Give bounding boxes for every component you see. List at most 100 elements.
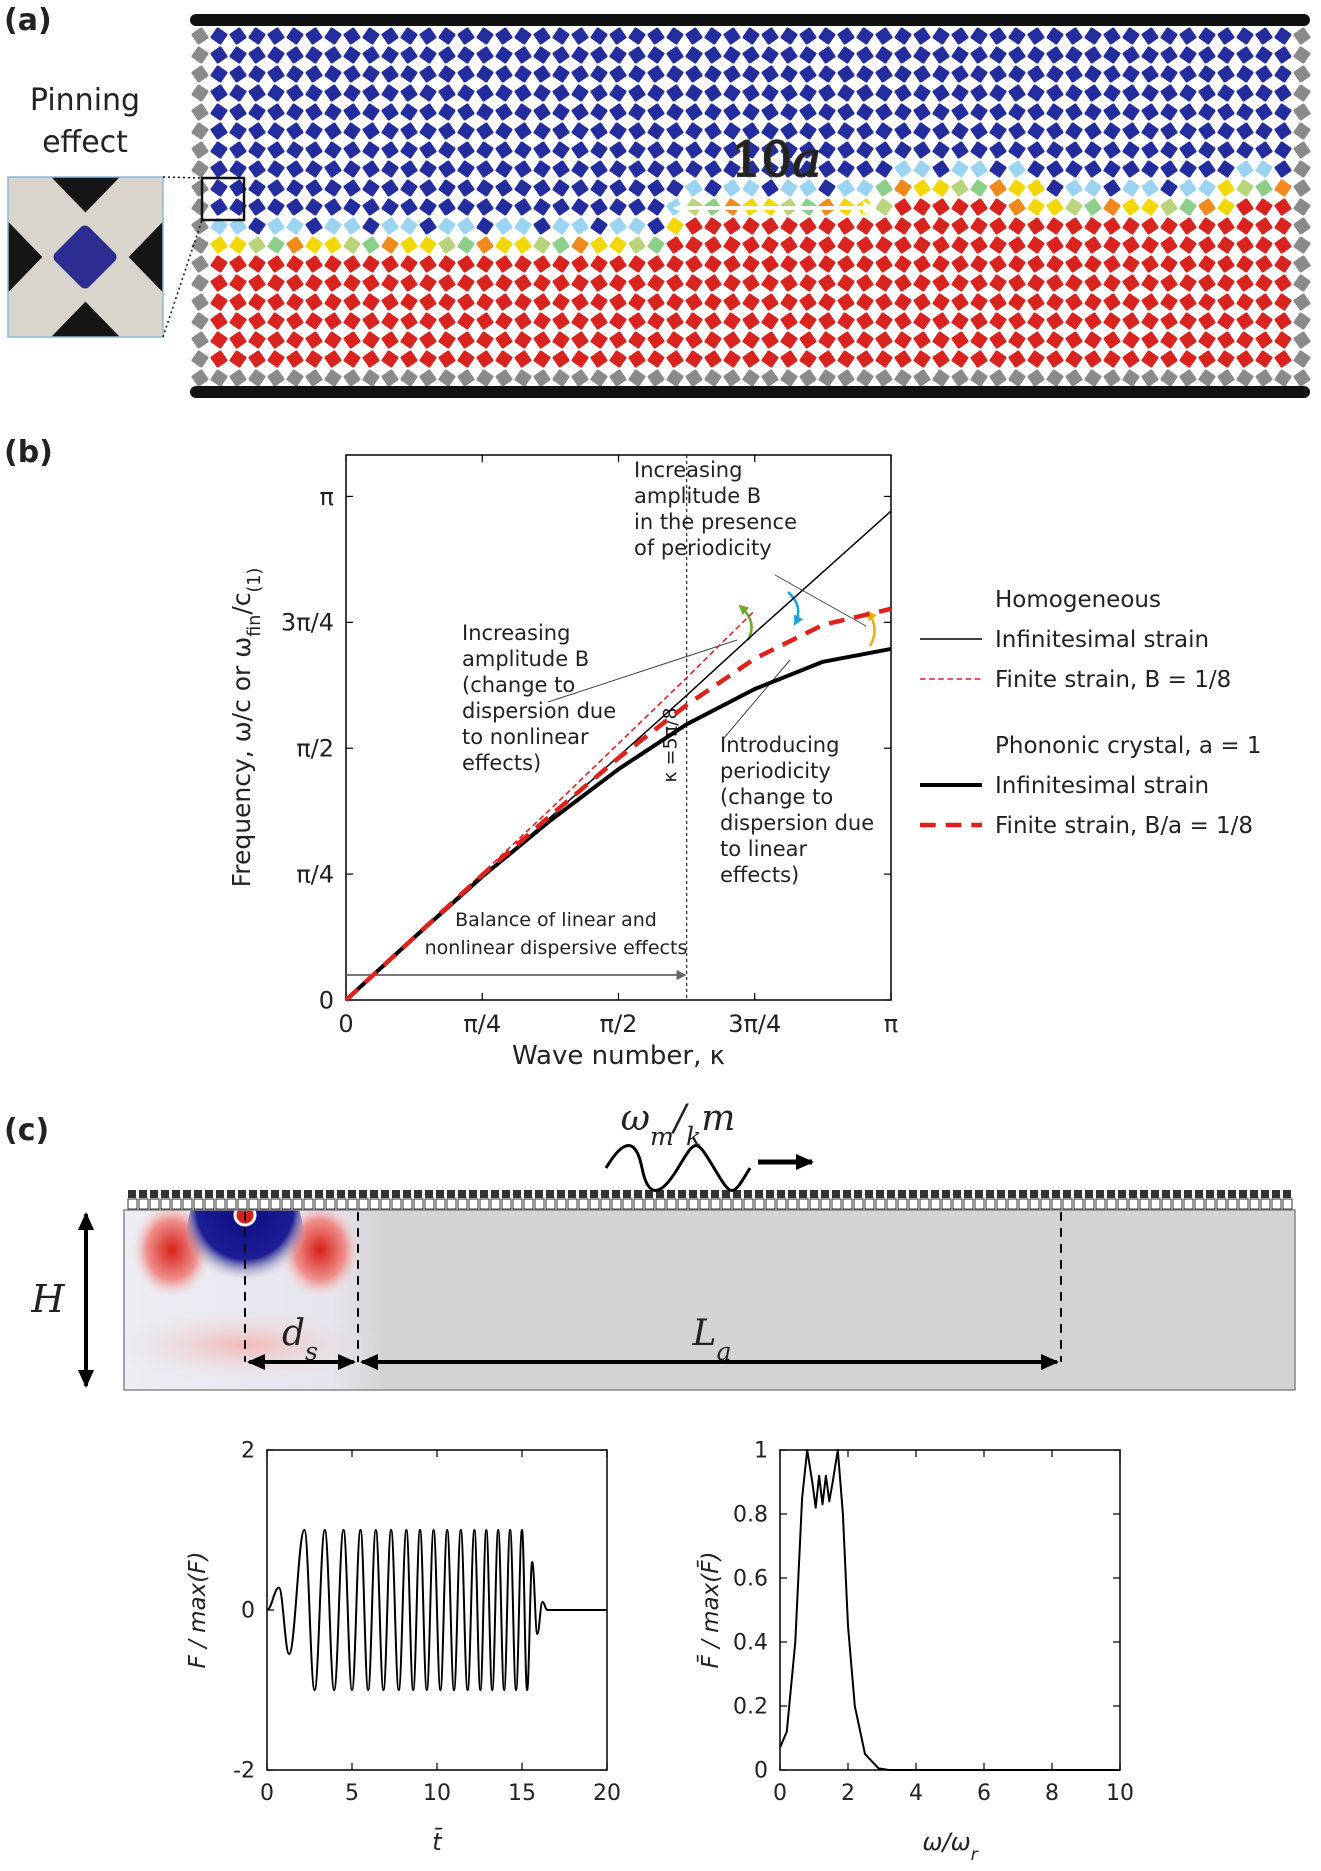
actuator-head (447, 1190, 455, 1198)
lattice-cell (1026, 254, 1046, 274)
lattice-cell (608, 330, 628, 350)
lattice-cell (532, 45, 552, 65)
lattice-cell (532, 26, 552, 46)
lattice-cell (228, 368, 248, 388)
lattice-cell (399, 102, 419, 122)
lattice-cell (551, 254, 571, 274)
text-part: fin (245, 615, 265, 637)
lattice-cell (1083, 311, 1103, 331)
lattice-cell (665, 83, 685, 103)
lattice-cell (969, 349, 989, 369)
lattice-cell (1121, 45, 1141, 65)
lattice-cell (855, 121, 875, 141)
lattice-cell (456, 197, 476, 217)
lattice-cell (931, 311, 951, 331)
lattice-cell (608, 368, 628, 388)
lattice-cell (475, 83, 495, 103)
lattice-cell (437, 159, 457, 179)
lattice-cell (209, 311, 229, 331)
lattice-cell (798, 273, 818, 293)
lattice-cell (1235, 102, 1255, 122)
lattice-cell (570, 140, 590, 160)
lattice-cell (874, 216, 894, 236)
lattice-cell (437, 121, 457, 141)
actuator-base (1260, 1198, 1271, 1210)
lattice-cell (1235, 311, 1255, 331)
lattice-cell (285, 235, 305, 255)
lattice-cell (722, 273, 742, 293)
actuator-base (919, 1198, 930, 1210)
y-tick-label: 3π/4 (281, 609, 334, 637)
lattice-cell (1102, 292, 1122, 312)
actuator-base (787, 1198, 798, 1210)
lattice-cell (1083, 102, 1103, 122)
lattice-cell (1140, 102, 1160, 122)
lattice-cell (874, 178, 894, 198)
lattice-cell (874, 235, 894, 255)
lattice-cell (1254, 349, 1274, 369)
lattice-cell (323, 121, 343, 141)
lattice-cell (551, 64, 571, 84)
lattice-cell (836, 368, 856, 388)
lattice-cell (988, 311, 1008, 331)
lattice-cell (1254, 197, 1274, 217)
lattice-cell (190, 102, 210, 122)
lattice-cell (855, 216, 875, 236)
lattice-cell (494, 102, 514, 122)
lattice-cell (988, 197, 1008, 217)
lattice-cell (1083, 197, 1103, 217)
lattice-cell (1026, 235, 1046, 255)
lattice-cell (1254, 83, 1274, 103)
lattice-cell (1102, 64, 1122, 84)
lattice-cell (722, 64, 742, 84)
lattice-cell (418, 45, 438, 65)
lattice-cell (513, 254, 533, 274)
lattice-cell (1045, 197, 1065, 217)
lattice-cell (418, 121, 438, 141)
lattice-cell (836, 292, 856, 312)
actuator-head (1195, 1190, 1203, 1198)
lattice-cell (798, 178, 818, 198)
text-part: k (686, 1122, 701, 1151)
actuator-base (666, 1198, 677, 1210)
actuator-head (887, 1190, 895, 1198)
lattice-cell (627, 235, 647, 255)
lattice-cell (494, 121, 514, 141)
actuator-base (248, 1198, 259, 1210)
lattice-cell (361, 197, 381, 217)
lattice-cell (342, 178, 362, 198)
lattice-cell (969, 140, 989, 160)
lattice-cell (627, 140, 647, 160)
lattice-cell (1197, 349, 1217, 369)
actuator-base (347, 1198, 358, 1210)
lattice-cell (323, 292, 343, 312)
lattice-cell (703, 45, 723, 65)
text-part: / (671, 1098, 690, 1139)
lattice-cell (475, 26, 495, 46)
lattice-cell (950, 216, 970, 236)
lattice-cell (361, 159, 381, 179)
lattice-cell (608, 45, 628, 65)
lattice-cell (494, 311, 514, 331)
lattice-cell (209, 102, 229, 122)
lattice-cell (1254, 159, 1274, 179)
lattice-cell (304, 64, 324, 84)
actuator-base (237, 1198, 248, 1210)
lattice-cell (1178, 330, 1198, 350)
lattice-cell (266, 26, 286, 46)
lattice-cell (456, 292, 476, 312)
lattice-cell (1045, 311, 1065, 331)
lattice-cell (1083, 292, 1103, 312)
actuator-head (623, 1190, 631, 1198)
lattice-cell (1064, 216, 1084, 236)
lattice-cell (684, 178, 704, 198)
lattice-cell (1159, 216, 1179, 236)
lattice-cell (209, 178, 229, 198)
balance-label: nonlinear dispersive effects (425, 937, 688, 959)
lattice-cell (342, 102, 362, 122)
y-tick-label: 0.6 (733, 1567, 768, 1592)
lattice-cell (779, 45, 799, 65)
actuator-head (898, 1190, 906, 1198)
lattice-cell (760, 216, 780, 236)
lattice-cell (418, 216, 438, 236)
